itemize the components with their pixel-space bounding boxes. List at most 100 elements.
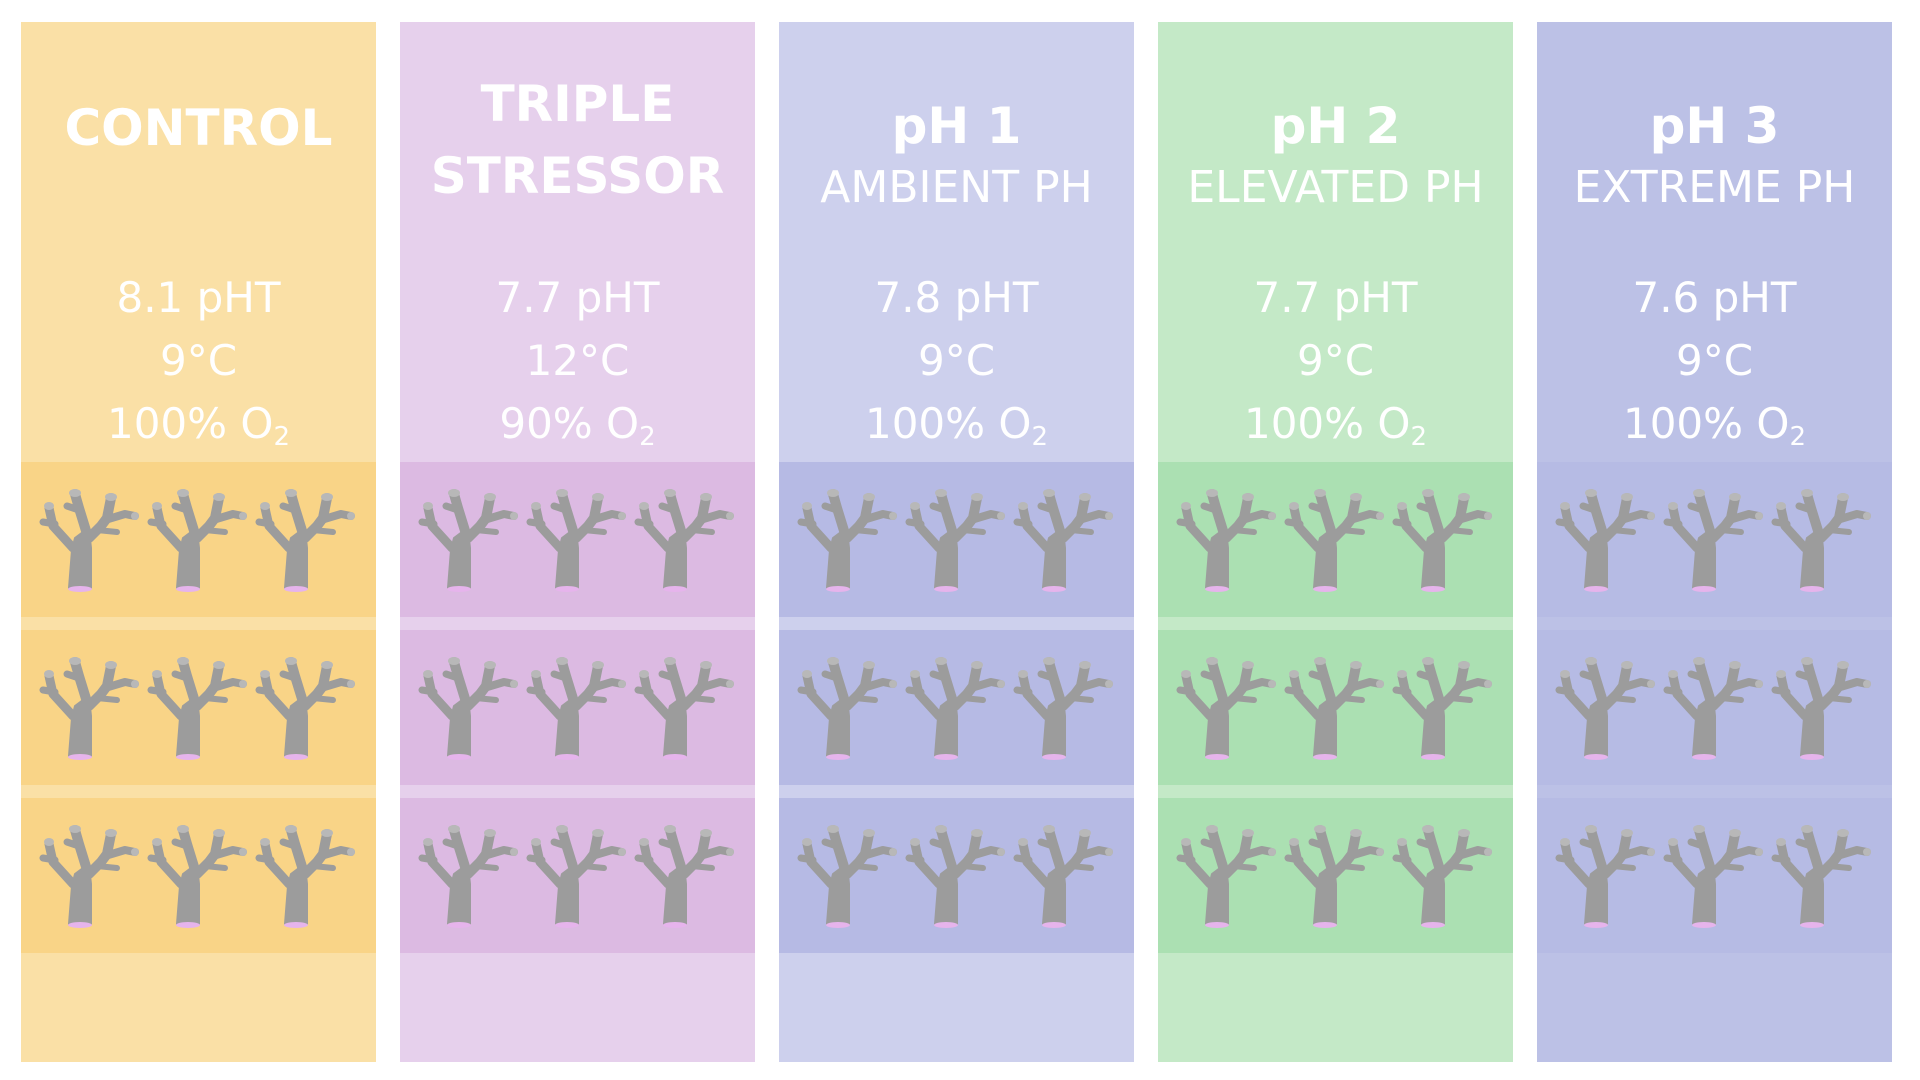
oxygen-subscript: 2	[639, 422, 656, 452]
tank	[21, 798, 376, 953]
coral-icon	[147, 656, 247, 760]
tank	[400, 798, 755, 953]
coral-icon	[634, 488, 734, 592]
coral-icon	[526, 488, 626, 592]
treatment-title-line: pH 2	[1270, 97, 1401, 155]
coral-icon	[797, 656, 897, 760]
coral-icon	[1663, 656, 1763, 760]
treatment-title-line: pH 1	[891, 97, 1022, 155]
oxygen-subscript: 2	[1789, 422, 1807, 452]
coral-icon	[1392, 656, 1492, 760]
coral-icon	[1663, 488, 1763, 592]
oxygen-subscript: 2	[1031, 422, 1049, 452]
tank	[400, 630, 755, 785]
oxygen-value: 100% O2	[1158, 392, 1513, 455]
ph-value: 7.7 pHT	[495, 273, 660, 322]
coral-icon	[1013, 656, 1113, 760]
treatment-title: pH 2	[1158, 90, 1513, 162]
coral-icon	[39, 656, 139, 760]
coral-icon	[1771, 488, 1871, 592]
coral-icon	[418, 824, 518, 928]
oxygen-label: 100% O	[1243, 399, 1411, 448]
coral-icon	[1555, 656, 1655, 760]
treatment-column: pH 1 AMBIENT PH 7.8 pHT 9°C 100% O2	[779, 22, 1134, 1062]
ph-value: 7.8 pHT	[874, 273, 1039, 322]
coral-icon	[905, 488, 1005, 592]
tank	[1158, 462, 1513, 617]
coral-icon	[1663, 824, 1763, 928]
tank	[21, 630, 376, 785]
coral-icon	[418, 488, 518, 592]
oxygen-subscript: 2	[273, 422, 291, 452]
coral-icon	[1392, 488, 1492, 592]
coral-icon	[526, 824, 626, 928]
treatment-conditions: 7.6 pHT 9°C 100% O2	[1537, 266, 1892, 455]
coral-icon	[797, 488, 897, 592]
treatment-title: CONTROL	[21, 92, 376, 164]
ph-value: 7.6 pHT	[1632, 273, 1797, 322]
tank	[779, 630, 1134, 785]
temperature-value: 9°C	[159, 336, 238, 385]
tank	[779, 462, 1134, 617]
ph-value: 7.7 pHT	[1253, 273, 1418, 322]
coral-icon	[1013, 824, 1113, 928]
oxygen-value: 90% O2	[400, 392, 755, 455]
tank	[1537, 630, 1892, 785]
temperature-value: 9°C	[1675, 336, 1754, 385]
oxygen-subscript: 2	[1410, 422, 1428, 452]
treatment-conditions: 8.1 pHT 9°C 100% O2	[21, 266, 376, 455]
coral-icon	[147, 488, 247, 592]
tank	[1158, 630, 1513, 785]
oxygen-label: 100% O	[106, 399, 274, 448]
coral-icon	[39, 488, 139, 592]
coral-icon	[634, 824, 734, 928]
treatment-title: pH 1	[779, 90, 1134, 162]
oxygen-label: 100% O	[1622, 399, 1790, 448]
coral-icon	[255, 488, 355, 592]
treatment-column: TRIPLE STRESSOR 7.7 pHT 12°C 90% O2	[400, 22, 755, 1062]
coral-icon	[1176, 824, 1276, 928]
oxygen-value: 100% O2	[779, 392, 1134, 455]
treatment-subtitle: EXTREME PH	[1573, 162, 1856, 213]
coral-icon	[255, 824, 355, 928]
treatment-title-line: CONTROL	[64, 99, 333, 157]
treatment-subtitle: ELEVATED PH	[1187, 162, 1484, 213]
treatment-title: pH 3	[1537, 90, 1892, 162]
treatment-column: pH 3 EXTREME PH 7.6 pHT 9°C 100% O2	[1537, 22, 1892, 1062]
treatment-column: CONTROL 8.1 pHT 9°C 100% O2	[21, 22, 376, 1062]
coral-icon	[797, 824, 897, 928]
coral-icon	[1284, 656, 1384, 760]
temperature-value: 9°C	[1296, 336, 1375, 385]
coral-icon	[1013, 488, 1113, 592]
oxygen-value: 100% O2	[21, 392, 376, 455]
coral-icon	[1284, 824, 1384, 928]
coral-icon	[1284, 488, 1384, 592]
coral-icon	[418, 656, 518, 760]
coral-icon	[905, 656, 1005, 760]
coral-icon	[905, 824, 1005, 928]
coral-icon	[39, 824, 139, 928]
treatment-conditions: 7.8 pHT 9°C 100% O2	[779, 266, 1134, 455]
coral-icon	[1176, 656, 1276, 760]
oxygen-label: 100% O	[864, 399, 1032, 448]
oxygen-label: 90% O	[499, 399, 640, 448]
coral-icon	[147, 824, 247, 928]
coral-icon	[1392, 824, 1492, 928]
treatment-subtitle: AMBIENT PH	[820, 162, 1093, 213]
coral-icon	[1176, 488, 1276, 592]
coral-icon	[1771, 824, 1871, 928]
treatment-conditions: 7.7 pHT 9°C 100% O2	[1158, 266, 1513, 455]
temperature-value: 9°C	[917, 336, 996, 385]
treatment-conditions: 7.7 pHT 12°C 90% O2	[400, 266, 755, 455]
tank	[779, 798, 1134, 953]
treatment-title-line: STRESSOR	[430, 147, 725, 205]
oxygen-value: 100% O2	[1537, 392, 1892, 455]
tank	[21, 462, 376, 617]
temperature-value: 12°C	[525, 336, 630, 385]
ph-value: 8.1 pHT	[116, 273, 281, 322]
coral-icon	[526, 656, 626, 760]
coral-icon	[1771, 656, 1871, 760]
tank	[400, 462, 755, 617]
coral-icon	[1555, 824, 1655, 928]
treatment-column: pH 2 ELEVATED PH 7.7 pHT 9°C 100% O2	[1158, 22, 1513, 1062]
